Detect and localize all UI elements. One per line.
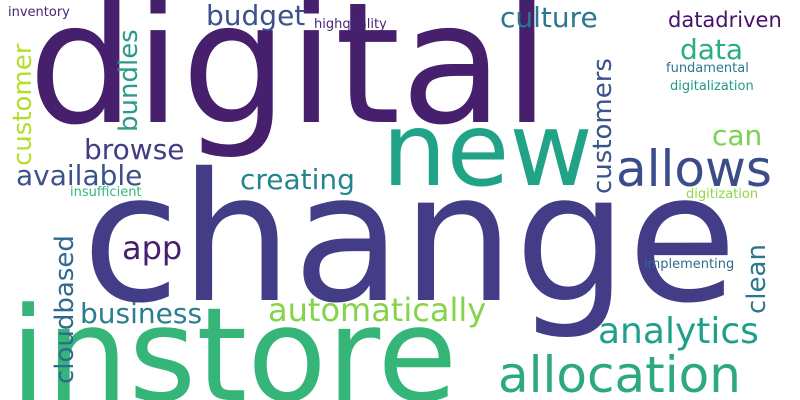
word-creating: creating xyxy=(240,163,355,196)
word-digital: digital xyxy=(28,0,551,162)
word-culture: culture xyxy=(500,1,598,34)
word-instore: instore xyxy=(10,279,458,400)
word-allocation: allocation xyxy=(498,346,741,400)
word-business: business xyxy=(80,297,203,330)
word-digitalization: digitalization xyxy=(670,79,754,94)
word-inventory: inventory xyxy=(8,5,70,20)
word-highquality: highquality xyxy=(314,17,387,32)
word-data: data xyxy=(680,33,744,66)
word-change: change xyxy=(82,135,738,342)
word-fundamental: fundamental xyxy=(666,61,749,76)
word-analytics: analytics xyxy=(598,311,759,352)
word-available: available xyxy=(16,159,143,192)
word-insufficient: insufficient xyxy=(70,185,142,200)
word-bundles: bundles xyxy=(114,29,144,132)
word-customer: customer xyxy=(8,43,38,166)
word-app: app xyxy=(122,229,183,267)
word-implementing: implementing xyxy=(644,257,735,272)
word-customers: customers xyxy=(588,58,618,194)
word-digitization: digitization xyxy=(686,187,759,202)
word-new: new xyxy=(382,91,593,210)
word-budget: budget xyxy=(206,0,306,32)
word-datadriven: datadriven xyxy=(668,8,782,32)
word-browse: browse xyxy=(84,133,185,166)
word-automatically: automatically xyxy=(268,291,487,329)
word-allows: allows xyxy=(616,140,772,198)
word-cloudbased: cloudbased xyxy=(50,235,80,384)
word-can: can xyxy=(712,119,763,152)
word-clean: clean xyxy=(742,244,772,314)
